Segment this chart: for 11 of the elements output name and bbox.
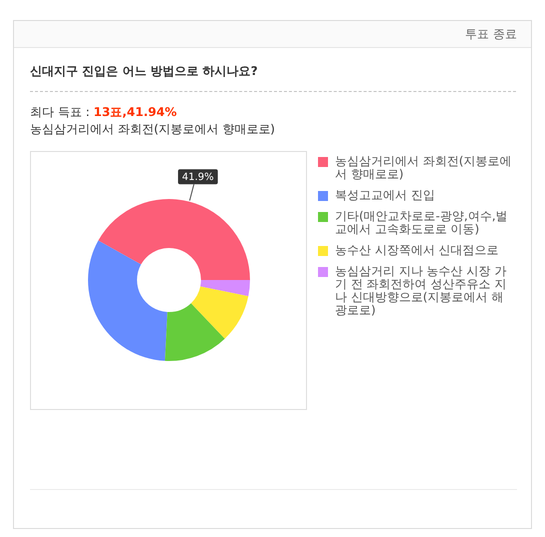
text: 최다 득표 : [30, 105, 91, 119]
legend-label: 농심삼거리에서 좌회전(지봉로에서 향매로로) [335, 154, 512, 181]
button-close-vote: 투표 종료 [465, 27, 517, 41]
data-label: 41.9% [182, 172, 214, 184]
legend-label: 농수산 시장쪽에서 신대점으로 [335, 243, 500, 257]
legend-label: 기타(매안교차로로-광양,여수,벌교에서 고속화도로로 이동) [335, 209, 509, 236]
text: 농심삼거리에서 좌회전(지봉로에서 향매로로) [30, 121, 275, 138]
chart-title: 신대지구 진입은 어느 방법으로 하시나요? [30, 63, 258, 79]
legend-label: 농심삼거리 지나 농수산 시장 가기 전 좌회전하여 성산주유소 지나 신대방향으로(지봉로에서 해광로로) [335, 264, 508, 317]
text: 13표,41.94% [94, 105, 177, 119]
legend-label: 복성고교에서 진입 [335, 188, 436, 202]
